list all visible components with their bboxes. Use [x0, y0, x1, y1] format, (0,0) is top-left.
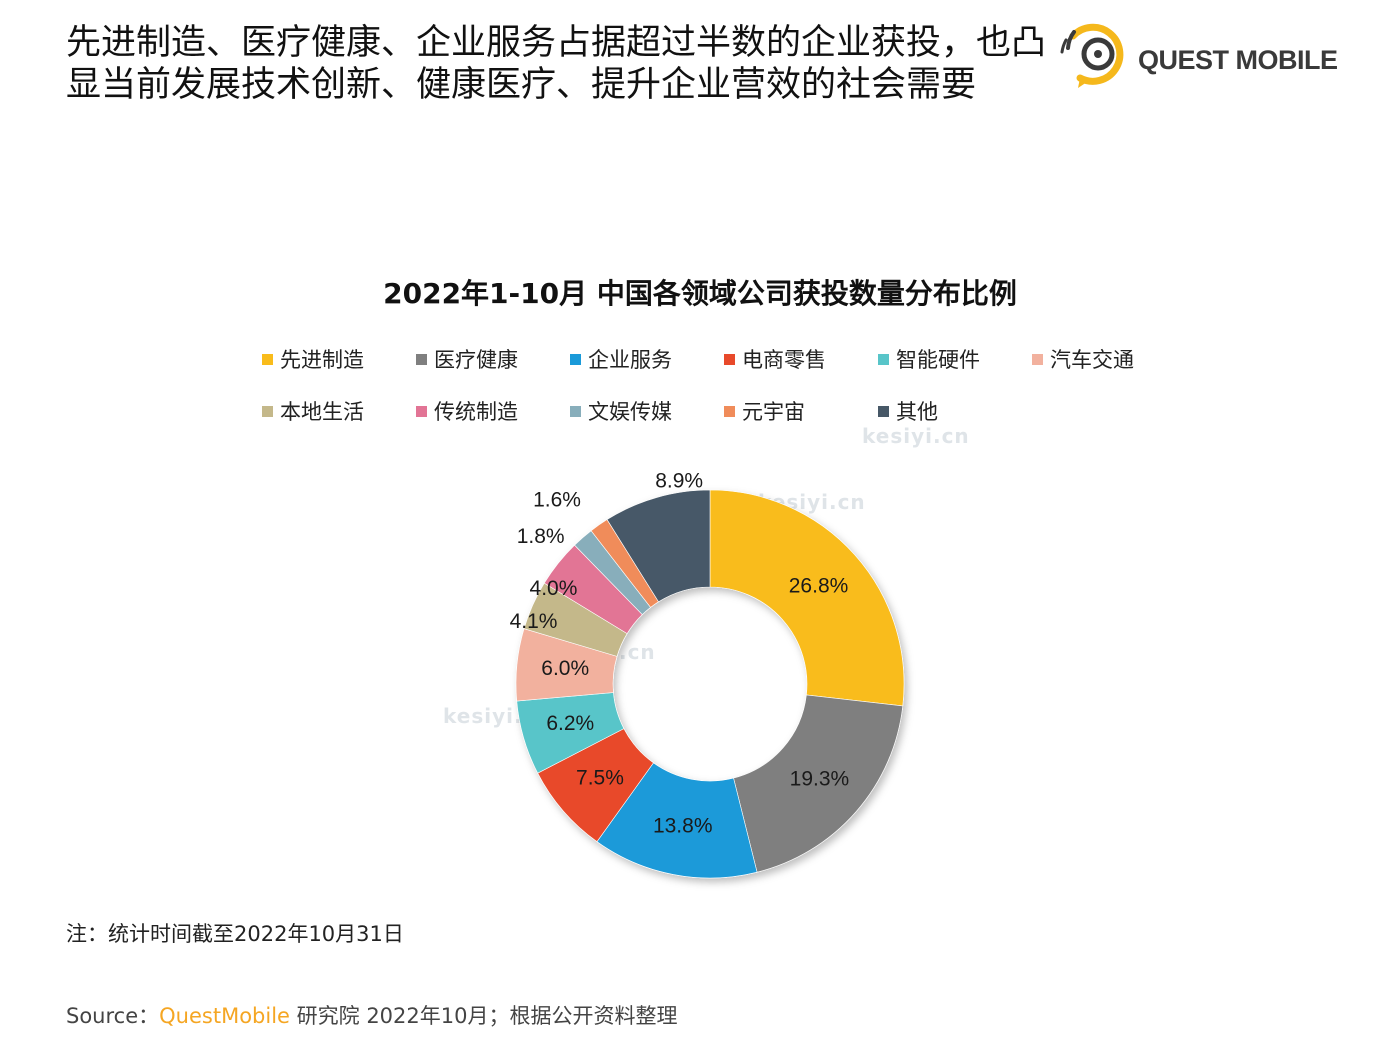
- legend-item: 智能硬件: [878, 344, 1032, 374]
- source-brand: QuestMobile: [159, 1004, 290, 1028]
- source-prefix: Source：: [66, 1004, 160, 1028]
- donut-chart: 26.8% 19.3% 13.8% 7.5% 6.2% 6.0% 4.1% 4.0% 1.8% 1…: [510, 470, 905, 879]
- legend-label: 文娱传媒: [588, 400, 672, 424]
- legend-item: 元宇宙: [724, 396, 878, 426]
- legend-swatch: [724, 353, 735, 365]
- legend-label: 智能硬件: [896, 348, 980, 372]
- slice-value-label: 6.2%: [546, 712, 594, 735]
- headline-line-1: 先进制造、医疗健康、企业服务占据超过半数的企业获投，也凸: [66, 23, 1047, 63]
- legend-label: 其他: [896, 400, 938, 424]
- legend-swatch: [724, 405, 735, 417]
- slice-value-label: 4.1%: [510, 610, 558, 633]
- headline-line-2: 显当前发展技术创新、健康医疗、提升企业营效的社会需要: [66, 65, 977, 105]
- slice-value-label: 1.6%: [533, 488, 581, 511]
- chart-legend: 先进制造 医疗健康 企业服务 电商零售 智能硬件 汽车交通本地生活 传统制造 文娱传媒 元宇宙 其…: [262, 344, 1222, 426]
- slice-value-label: 19.3%: [790, 767, 850, 790]
- chart-title: 2022年1-10月 中国各领域公司获投数量分布比例: [383, 277, 1017, 310]
- source-suffix: 研究院 2022年10月；根据公开资料整理: [289, 1004, 678, 1028]
- legend-swatch: [262, 405, 273, 417]
- legend-item: 医疗健康: [416, 344, 570, 374]
- legend-label: 元宇宙: [742, 400, 805, 424]
- legend-label: 企业服务: [588, 348, 672, 372]
- legend-swatch: [878, 405, 889, 417]
- logo-text: QUEST MOBILE: [1138, 45, 1338, 75]
- slice-value-label: 8.9%: [655, 470, 703, 493]
- slice-value-label: 1.8%: [517, 525, 565, 548]
- legend-item: 其他: [878, 396, 1032, 426]
- legend-label: 汽车交通: [1050, 348, 1134, 372]
- headline: 先进制造、医疗健康、企业服务占据超过半数的企业获投，也凸 显当前发展技术创新、健…: [66, 22, 1056, 106]
- slice-value-label: 26.8%: [789, 575, 849, 598]
- legend-item: 先进制造: [262, 344, 416, 374]
- legend-swatch: [570, 353, 581, 365]
- slice-value-label: 6.0%: [541, 657, 589, 680]
- legend-item: 电商零售: [724, 344, 878, 374]
- legend-label: 传统制造: [434, 400, 518, 424]
- legend-swatch: [416, 405, 427, 417]
- legend-swatch: [262, 353, 273, 365]
- legend-item: 文娱传媒: [570, 396, 724, 426]
- legend-item: 企业服务: [570, 344, 724, 374]
- footnote: 注：统计时间截至2022年10月31日: [66, 922, 404, 946]
- legend-swatch: [878, 353, 889, 365]
- donut-slice: [606, 489, 711, 603]
- slice-value-label: 7.5%: [576, 767, 624, 790]
- quest-mobile-logo: QUEST MOBILE: [1060, 18, 1350, 88]
- legend-label: 先进制造: [280, 348, 364, 372]
- legend-item: 本地生活: [262, 396, 416, 426]
- quest-mobile-logo-icon: [1060, 23, 1124, 88]
- legend-item: 传统制造: [416, 396, 570, 426]
- legend-swatch: [1032, 353, 1043, 365]
- source-line: Source：QuestMobile 研究院 2022年10月；根据公开资料整理: [66, 1000, 677, 1030]
- donut-slice: [709, 489, 905, 707]
- legend-label: 医疗健康: [434, 348, 518, 372]
- legend-label: 本地生活: [280, 400, 364, 424]
- watermark-text: kesiyi.cn: [862, 424, 970, 448]
- slice-value-label: 4.0%: [530, 577, 578, 600]
- slice-value-label: 13.8%: [653, 814, 713, 837]
- legend-item: 汽车交通: [1032, 344, 1186, 374]
- legend-label: 电商零售: [742, 348, 826, 372]
- legend-swatch: [570, 405, 581, 417]
- legend-swatch: [416, 353, 427, 365]
- donut-slice: [733, 694, 904, 873]
